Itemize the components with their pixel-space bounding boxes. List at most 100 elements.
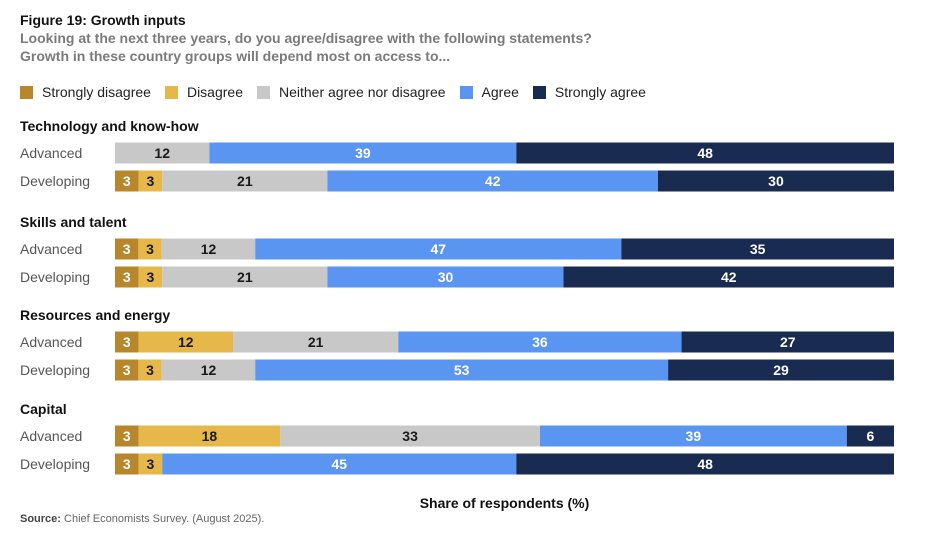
bar-segment-neither [115,142,210,164]
bar-segment-strongly-agree [516,453,894,475]
bar-segment-disagree [138,453,163,475]
bar-segment-disagree [138,266,163,288]
legend-swatch-agree [459,85,473,99]
data-label: 30 [438,269,454,285]
bar-segment-disagree [138,170,163,192]
data-label: 12 [201,241,217,257]
bar-segment-strongly-agree [681,331,894,353]
data-label: 12 [178,334,194,350]
bar-segment-disagree [138,331,234,353]
legend-item-agree: Agree [459,84,519,100]
bar-segment-strongly-disagree [115,238,139,260]
source-text: Chief Economists Survey. (August 2025). [64,513,265,525]
row-label: Developing [20,269,90,285]
bar-segment-neither [280,425,540,447]
data-label: 3 [147,173,155,189]
legend-label: Neither agree nor disagree [278,84,446,100]
data-label: 21 [308,334,324,350]
data-label: 3 [123,428,131,444]
data-label: 27 [780,334,796,350]
bar-segment-strongly-agree [657,170,894,192]
bar-segment-neither [162,266,328,288]
data-label: 21 [237,173,253,189]
data-label: 6 [866,428,874,444]
data-label: 3 [123,334,131,350]
data-label: 47 [430,241,446,257]
group-label: Technology and know-how [20,118,199,134]
legend-swatch-neither [256,85,270,99]
legend-label: Disagree [186,84,243,100]
bar-segment-strongly-disagree [115,266,139,288]
figure-subtitle-line-1: Looking at the next three years, do you … [20,30,592,46]
row-label: Advanced [20,145,82,161]
legend-label: Agree [481,84,519,100]
bar-segment-strongly-disagree [115,359,139,381]
data-label: 33 [402,428,418,444]
data-label: 3 [123,362,131,378]
data-label: 48 [697,456,713,472]
bar-segment-strongly-disagree [115,331,139,353]
bar-segment-disagree [138,238,162,260]
row-label: Advanced [20,241,82,257]
figure-header: Figure 19: Growth inputs Looking at the … [20,11,910,65]
bar-segment-agree [539,425,847,447]
source-label: Source: [20,513,61,525]
legend-label: Strongly disagree [42,84,151,100]
row-label: Advanced [20,428,82,444]
row-label: Developing [20,362,90,378]
legend-swatch-strongly-agree [532,85,546,99]
legend-item-strongly-agree: Strongly agree [532,84,646,100]
bar-segment-strongly-disagree [115,453,139,475]
group-label: Capital [20,401,67,417]
data-label: 12 [154,145,170,161]
bar-segment-neither [161,359,256,381]
bar-segment-disagree [138,359,162,381]
legend-swatch-strongly-disagree [20,85,33,99]
data-label: 12 [201,362,217,378]
bar-segment-strongly-agree [621,238,894,260]
row-label: Developing [20,456,90,472]
data-label: 21 [237,269,253,285]
x-axis-label: Share of respondents (%) [420,495,590,511]
data-label: 18 [202,428,218,444]
chart-legend: Strongly disagree Disagree Neither agree… [20,83,660,101]
legend-item-strongly-disagree: Strongly disagree [20,84,151,100]
bar-segment-agree [398,331,682,353]
data-label: 45 [331,456,347,472]
data-label: 30 [768,173,784,189]
legend-item-disagree: Disagree [164,84,243,100]
data-label: 39 [355,145,371,161]
data-label: 29 [773,362,789,378]
bar-segment-neither [161,238,256,260]
data-label: 3 [146,241,154,257]
data-label: 3 [146,362,154,378]
legend-label: Strongly agree [554,84,646,100]
data-label: 3 [147,269,155,285]
bar-segment-agree [209,142,517,164]
bar-segment-agree [327,266,564,288]
bar-segment-neither [162,170,328,192]
source-note: Source: Chief Economists Survey. (August… [20,513,264,525]
data-label: 3 [123,456,131,472]
bar-segment-neither [233,331,399,353]
data-label: 39 [686,428,702,444]
bar-segment-agree [255,238,622,260]
legend-item-neither: Neither agree nor disagree [256,84,446,100]
group-label: Resources and energy [20,307,170,323]
figure-subtitle-line-2: Growth in these country groups will depe… [20,48,451,64]
bar-segment-disagree [138,425,281,447]
bar-segment-agree [255,359,669,381]
bar-segment-agree [327,170,658,192]
bar-segment-strongly-agree [668,359,894,381]
row-label: Advanced [20,334,82,350]
bar-segment-strongly-agree [516,142,894,164]
bar-segment-strongly-disagree [115,425,139,447]
data-label: 35 [750,241,766,257]
group-label: Skills and talent [20,214,127,230]
data-label: 36 [532,334,548,350]
bar-segment-strongly-agree [846,425,894,447]
data-label: 48 [697,145,713,161]
row-label: Developing [20,173,90,189]
data-label: 53 [454,362,470,378]
